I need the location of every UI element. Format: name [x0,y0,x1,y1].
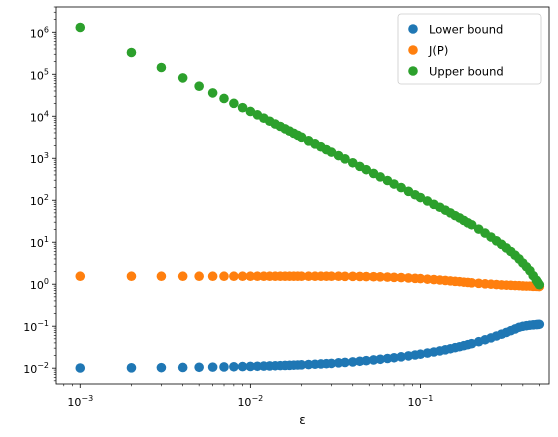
series-upper-bound [75,22,545,290]
data-point [466,278,477,288]
data-point [126,47,137,58]
data-point [194,362,204,373]
legend-label: Upper bound [429,65,504,79]
x-tick-label: 10−2 [237,394,263,409]
legend-marker [408,24,418,34]
data-point [126,271,137,282]
data-point [237,361,248,372]
y-tick-label: 102 [30,193,49,208]
data-point [326,358,337,369]
y-tick-label: 10−1 [23,319,49,334]
data-point [466,219,477,230]
data-point [375,172,386,182]
y-tick-label: 100 [30,277,49,292]
x-axis-label: ε [299,413,306,427]
y-axis-ticks: 10−2 10−1 100 101 102 103 104 105 106 [23,6,56,382]
data-point [347,357,358,367]
y-tick-label: 104 [30,109,49,124]
data-point [361,271,372,282]
legend-marker [408,45,418,55]
y-tick-label: 106 [30,25,49,40]
data-point [361,164,372,175]
data-point [126,363,137,373]
data-point [245,361,256,372]
legend: Lower bound J(P) Upper bound [397,13,542,85]
data-point [156,62,167,73]
data-point [368,271,379,282]
data-point [296,271,307,282]
data-point [207,271,218,282]
data-point [534,319,545,330]
data-point [415,349,426,360]
data-point [245,271,256,282]
data-point [415,273,426,284]
data-point [219,362,229,372]
data-point [75,271,86,282]
data-point [361,355,372,366]
data-point [177,73,188,83]
y-tick-label: 101 [30,235,49,250]
data-point [177,362,188,373]
data-point [375,272,386,282]
y-tick-label: 105 [30,67,49,82]
data-point [219,271,229,282]
data-point [194,81,204,91]
data-point [229,271,239,282]
data-point [207,88,218,98]
data-point [75,363,86,373]
data-point [396,182,406,193]
data-point [340,154,350,164]
data-point [207,362,218,372]
x-axis-ticks: 10−3 10−2 10−1 [63,384,540,409]
data-point [75,22,86,33]
data-point [389,352,399,363]
data-point [340,357,350,368]
y-tick-label: 103 [30,151,49,166]
legend-box [397,13,542,85]
data-point [375,354,386,365]
series-lower-bound [75,319,545,373]
data-point [326,271,337,282]
legend-label: J(P) [428,44,448,58]
plot-frame [55,6,550,385]
data-point [396,272,406,283]
x-tick-label: 10−3 [67,394,93,409]
data-point [156,271,167,282]
data-point [340,271,350,282]
y-tick-label: 10−2 [23,361,49,376]
data-point [389,272,399,283]
data-point [229,98,239,109]
data-point [237,271,248,282]
data-point [177,271,188,282]
data-point [534,279,545,290]
data-point [219,93,229,104]
data-point [347,271,358,282]
points-layer [75,22,545,373]
legend-label: Lower bound [429,23,503,37]
data-point [237,102,248,113]
series-j-p [75,271,545,292]
x-tick-label: 10−1 [408,394,434,409]
data-point [396,352,406,362]
data-point [229,361,239,372]
legend-marker [408,66,418,76]
data-point [194,271,204,282]
data-point [296,360,307,370]
data-point [156,362,167,373]
